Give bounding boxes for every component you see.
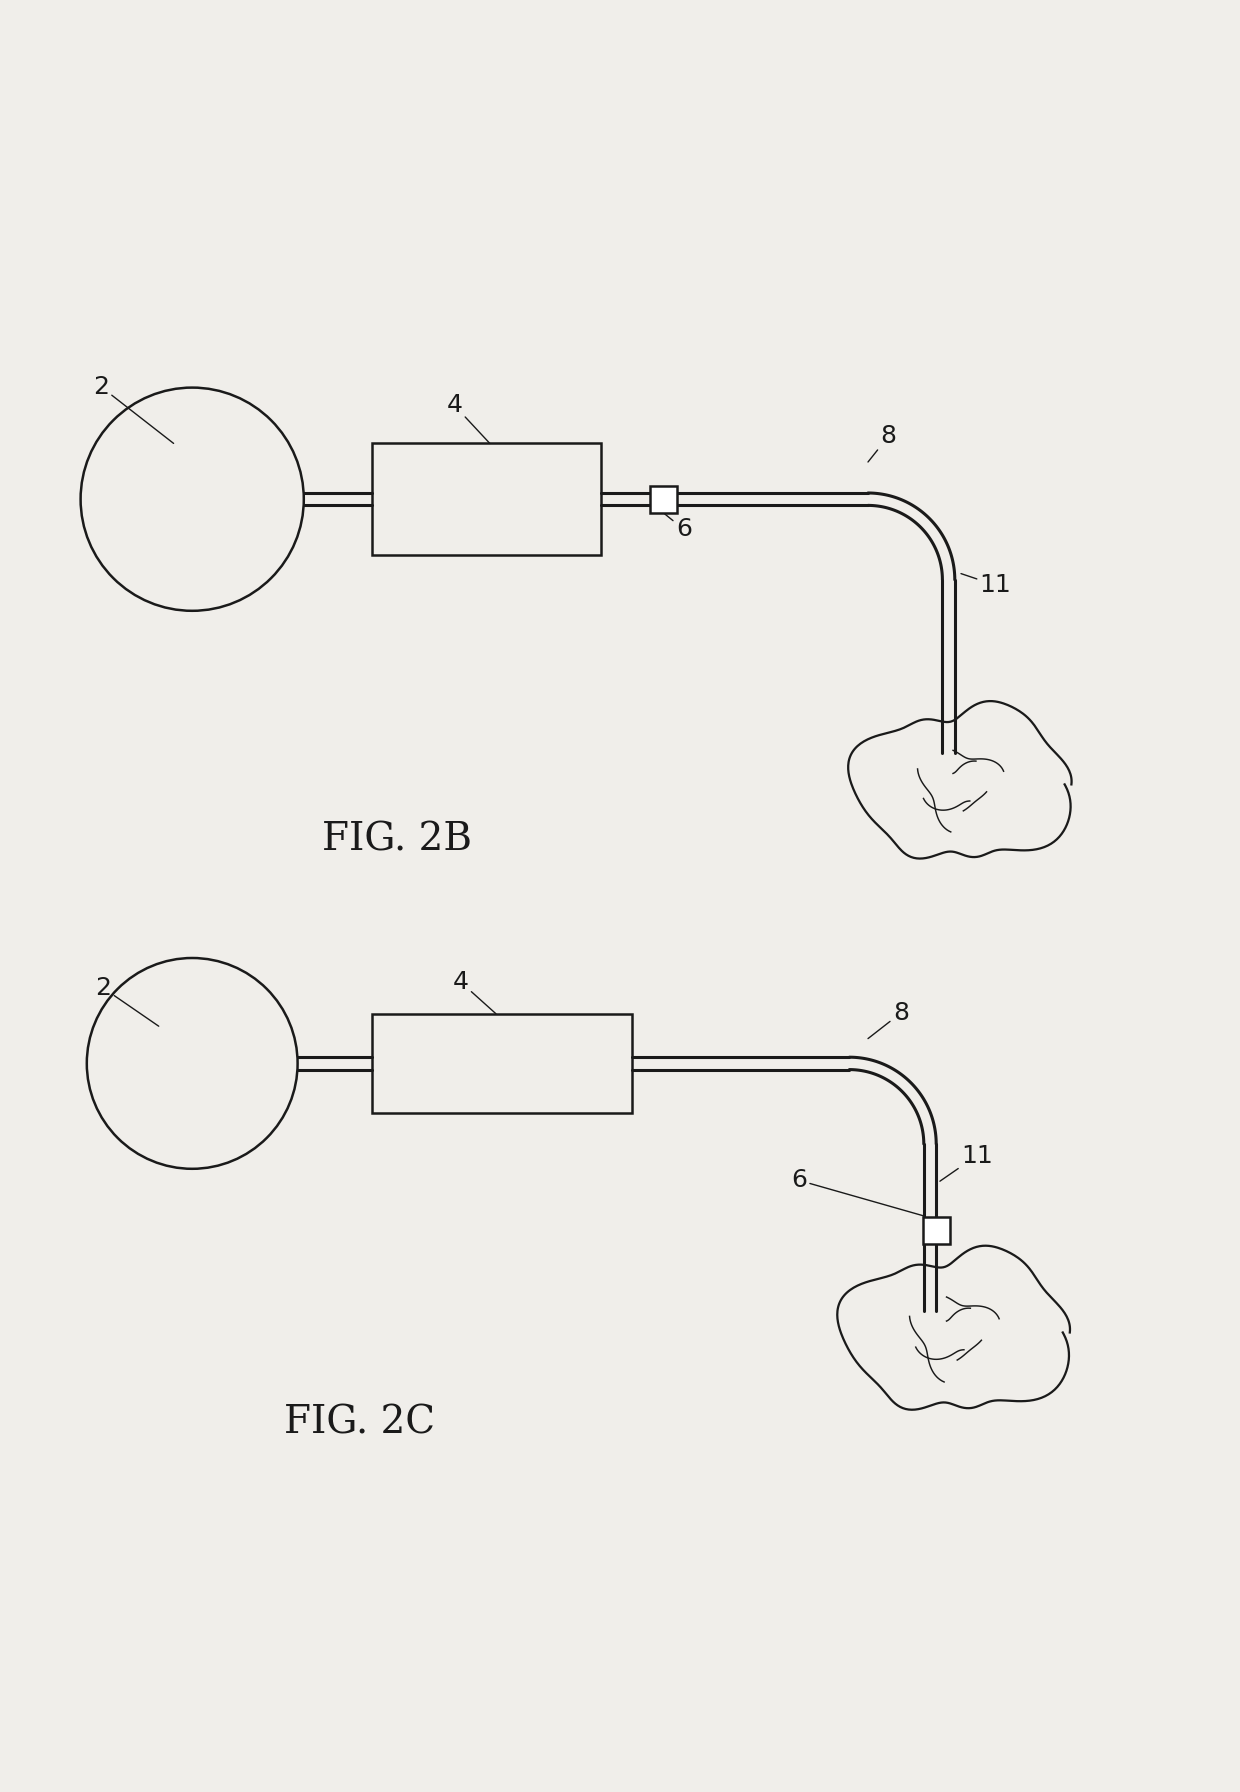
Text: 6: 6 [791, 1168, 924, 1217]
Text: 11: 11 [940, 1143, 993, 1181]
Text: FIG. 2C: FIG. 2C [284, 1405, 435, 1441]
Text: 8: 8 [868, 425, 897, 462]
Bar [650, 486, 677, 513]
Bar [372, 1014, 632, 1113]
Text: 8: 8 [868, 1002, 909, 1039]
Text: FIG. 2B: FIG. 2B [322, 823, 471, 858]
Text: 11: 11 [961, 573, 1012, 597]
Text: 2: 2 [95, 977, 159, 1027]
Text: 4: 4 [446, 394, 490, 443]
Bar [923, 1217, 950, 1244]
Text: 6: 6 [663, 513, 692, 541]
Text: 2: 2 [93, 375, 174, 443]
Text: 4: 4 [453, 969, 496, 1014]
Bar [372, 443, 601, 556]
